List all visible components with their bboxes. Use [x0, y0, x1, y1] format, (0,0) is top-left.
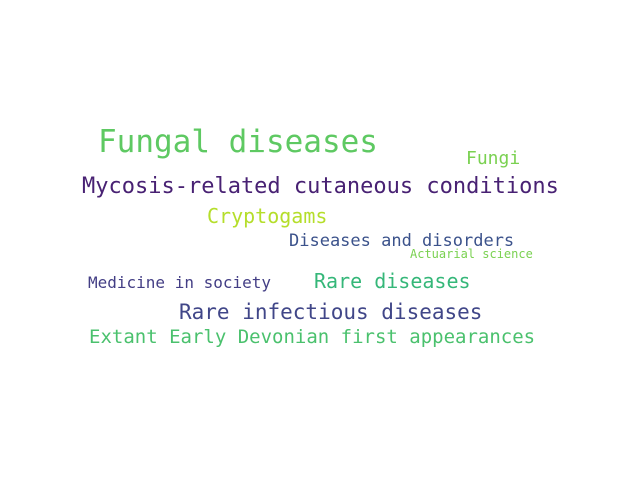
word-actuarial-science: Actuarial science [410, 247, 533, 261]
word-cryptogams: Cryptogams [207, 204, 328, 228]
word-fungi: Fungi [466, 148, 521, 169]
word-rare-infectious-diseases: Rare infectious diseases [179, 300, 483, 324]
word-diseases-and-disorders: Diseases and disorders [289, 231, 515, 251]
word-mycosis-related-cutaneous-conditions: Mycosis-related cutaneous conditions [82, 174, 559, 199]
word-extant-early-devonian-first-appearances: Extant Early Devonian first appearances [89, 326, 536, 348]
word-medicine-in-society: Medicine in society [88, 273, 272, 292]
word-fungal-diseases: Fungal diseases [98, 124, 378, 160]
word-rare-diseases: Rare diseases [314, 269, 471, 293]
